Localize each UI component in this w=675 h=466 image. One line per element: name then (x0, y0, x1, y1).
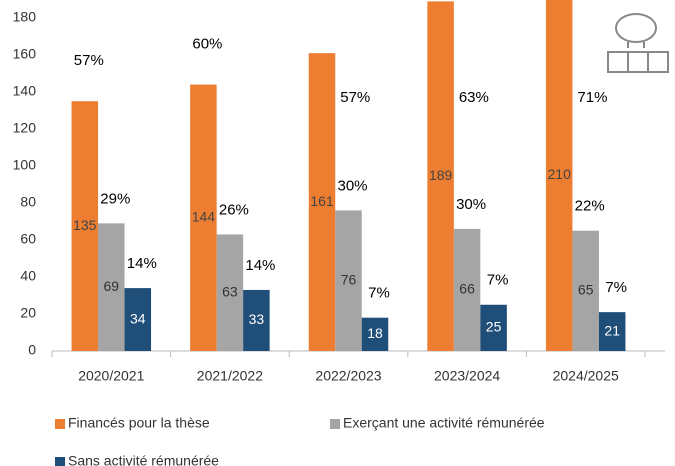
x-tick-label: 2023/2024 (434, 368, 500, 384)
y-tick-label: 160 (13, 46, 37, 62)
percent-label: 71% (577, 89, 607, 106)
bar (98, 223, 125, 351)
bar (308, 53, 336, 352)
value-label: 189 (429, 167, 453, 183)
value-label: 135 (73, 217, 97, 233)
value-label: 76 (341, 271, 357, 287)
x-tick-label: 2021/2022 (197, 368, 263, 384)
percent-label: 63% (459, 89, 489, 106)
value-label: 25 (486, 319, 502, 335)
y-tick-label: 180 (13, 9, 37, 25)
bar (243, 289, 270, 351)
legend-swatch (330, 419, 340, 429)
percent-label: 60% (192, 36, 222, 53)
legend-swatch (55, 419, 65, 429)
percent-label: 30% (456, 196, 486, 213)
y-tick-label: 140 (13, 83, 37, 99)
value-label: 210 (548, 166, 572, 182)
value-label: 69 (104, 278, 120, 294)
value-label: 34 (130, 310, 146, 326)
bar (427, 1, 454, 351)
bar (572, 230, 599, 351)
value-label: 33 (249, 311, 265, 327)
y-tick-label: 120 (13, 120, 37, 136)
y-tick-label: 20 (20, 305, 36, 321)
percent-label: 26% (219, 201, 249, 218)
legend-label: Sans activité rémunérée (68, 453, 219, 466)
percent-label: 22% (575, 198, 605, 215)
value-label: 161 (310, 193, 334, 209)
x-tick-label: 2020/2021 (78, 368, 144, 384)
percent-label: 7% (368, 285, 390, 302)
percent-label: 14% (127, 255, 157, 272)
x-tick-label: 2024/2025 (553, 368, 619, 384)
percent-label: 57% (74, 52, 104, 69)
bar (190, 84, 217, 351)
value-label: 21 (604, 322, 620, 338)
percent-label: 29% (100, 190, 130, 207)
value-label: 65 (578, 282, 594, 298)
bar (545, 0, 573, 351)
percent-label: 7% (487, 272, 509, 289)
value-label: 144 (192, 209, 216, 225)
legend-swatch (55, 457, 65, 466)
bar (216, 234, 244, 351)
percent-label: 30% (337, 177, 367, 194)
value-label: 63 (222, 283, 238, 299)
y-tick-label: 0 (28, 342, 36, 358)
bar (480, 304, 507, 351)
percent-label: 7% (605, 279, 627, 296)
percent-label: 57% (340, 89, 370, 106)
bar (124, 288, 152, 351)
bar (598, 312, 626, 351)
percent-label: 14% (245, 257, 275, 274)
bar (335, 210, 362, 351)
y-tick-label: 60 (20, 231, 36, 247)
bar (453, 228, 481, 351)
bar (361, 317, 389, 351)
y-tick-label: 40 (20, 268, 36, 284)
legend-label: Exerçant une activité rémunérée (343, 415, 545, 431)
value-label: 18 (367, 325, 383, 341)
bar (71, 101, 99, 351)
y-tick-label: 100 (13, 157, 37, 173)
legend-label: Financés pour la thèse (68, 415, 210, 431)
value-label: 66 (459, 281, 475, 297)
x-tick-label: 2022/2023 (315, 368, 381, 384)
y-tick-label: 80 (20, 194, 36, 210)
piggy-icon (607, 13, 669, 73)
